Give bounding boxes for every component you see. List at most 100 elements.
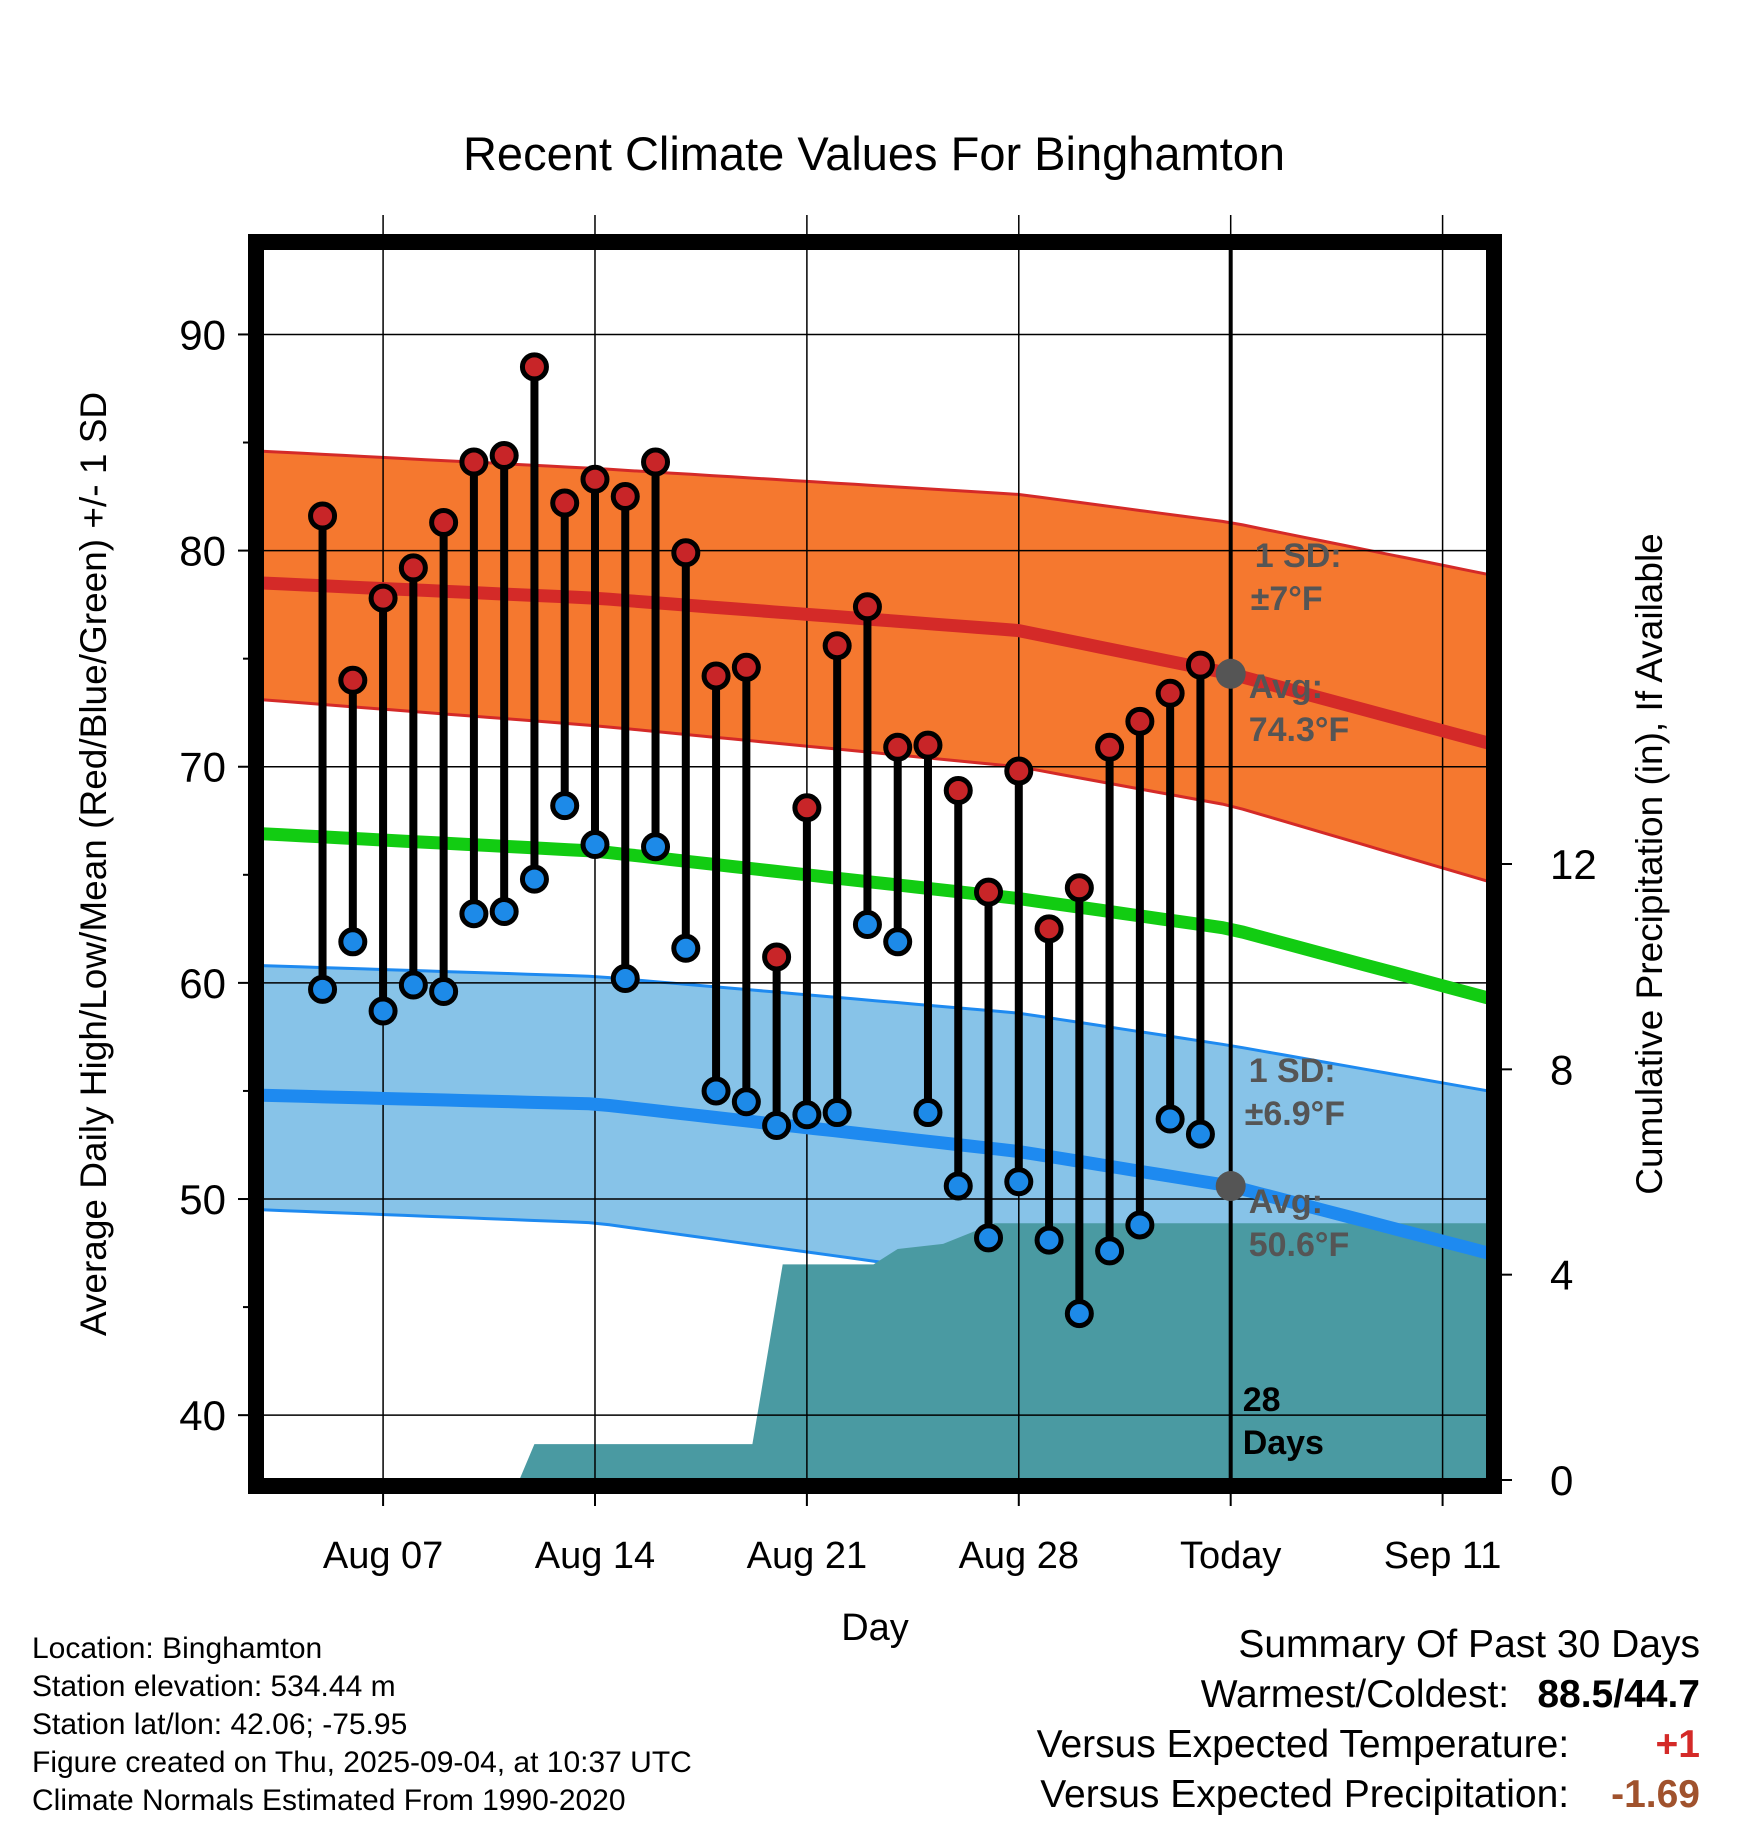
observed-low-point <box>1125 1210 1155 1240</box>
y-left-axis-title: Average Daily High/Low/Mean (Red/Blue/Gr… <box>73 392 114 1336</box>
high-sd-label: 1 SD: <box>1255 537 1342 575</box>
days-count: 28 <box>1243 1381 1281 1419</box>
x-tick-label: Aug 21 <box>747 1535 867 1577</box>
today-low-avg-marker <box>1215 1171 1246 1202</box>
observed-low-point <box>852 910 882 940</box>
observed-high-point <box>822 631 852 661</box>
observed-high-point <box>580 464 610 494</box>
observed-low-point <box>762 1111 792 1141</box>
x-tick-label: Aug 07 <box>323 1535 443 1577</box>
observed-low-point <box>580 830 610 860</box>
observed-high-point <box>762 942 792 972</box>
observed-low-point <box>731 1087 761 1117</box>
high-sd-value: ±7°F <box>1251 580 1323 618</box>
observed-high-point <box>913 730 943 760</box>
observed-low-point <box>368 996 398 1026</box>
observed-low-point <box>429 977 459 1007</box>
footer-latlon: Station lat/lon: 42.06; -75.95 <box>32 1708 408 1741</box>
observed-high-point <box>308 501 338 531</box>
high-avg-value: 74.3°F <box>1249 711 1350 749</box>
footer-normals: Climate Normals Estimated From 1990-2020 <box>32 1784 626 1817</box>
summary-temp-value: +1 <box>1655 1723 1700 1766</box>
low-sd-label: 1 SD: <box>1249 1052 1336 1090</box>
observed-high-point <box>852 592 882 622</box>
observed-low-point <box>308 974 338 1004</box>
observed-high-point <box>701 661 731 691</box>
summary-precip-row: Versus Expected Precipitation: -1.69 <box>1037 1770 1700 1820</box>
observed-high-point <box>1004 756 1034 786</box>
observed-low-point <box>1064 1299 1094 1329</box>
summary-precip-value: -1.69 <box>1611 1773 1700 1816</box>
observed-high-point <box>1064 873 1094 903</box>
observed-high-point <box>610 482 640 512</box>
observed-high-point <box>943 776 973 806</box>
observed-low-point <box>671 933 701 963</box>
high-avg-label: Avg: <box>1249 668 1323 706</box>
observed-low-point <box>1155 1104 1185 1134</box>
summary-heading: Summary Of Past 30 Days <box>1238 1623 1700 1666</box>
y-left-tick-label: 70 <box>179 744 226 791</box>
observed-low-point <box>1034 1225 1064 1255</box>
low-avg-label: Avg: <box>1249 1183 1323 1221</box>
observed-low-point <box>1095 1236 1125 1266</box>
observed-high-point <box>641 447 671 477</box>
observed-high-point <box>1095 732 1125 762</box>
observed-high-point <box>368 583 398 613</box>
observed-low-point <box>822 1098 852 1128</box>
observed-high-point <box>459 447 489 477</box>
y-right-tick-label: 0 <box>1550 1457 1573 1504</box>
normal-high-line <box>262 576 1488 750</box>
summary-warmest-value: 88.5/44.7 <box>1537 1673 1700 1716</box>
observed-high-point <box>1125 706 1155 736</box>
y-left-tick-label: 50 <box>179 1176 226 1223</box>
observed-high-point <box>429 507 459 537</box>
observed-low-point <box>641 832 671 862</box>
y-left-tick-label: 90 <box>179 311 226 358</box>
x-tick-label: Today <box>1180 1535 1281 1577</box>
summary-precip-label: Versus Expected Precipitation: <box>1040 1773 1570 1816</box>
observed-high-point <box>1155 678 1185 708</box>
observed-low-point <box>610 964 640 994</box>
observed-low-point <box>913 1098 943 1128</box>
y-left-tick-label: 40 <box>179 1392 226 1439</box>
observed-low-point <box>1004 1167 1034 1197</box>
low-sd-value: ±6.9°F <box>1245 1095 1345 1133</box>
observed-low-point <box>943 1171 973 1201</box>
x-axis-title: Day <box>841 1607 909 1649</box>
observed-high-point <box>731 652 761 682</box>
observed-low-point <box>398 970 428 1000</box>
observed-high-point <box>519 352 549 382</box>
y-right-tick-label: 8 <box>1550 1046 1573 1093</box>
observed-high-point <box>489 440 519 470</box>
y-left-tick-label: 80 <box>179 528 226 575</box>
observed-low-point <box>338 927 368 957</box>
observed-low-point <box>701 1076 731 1106</box>
observed-high-point <box>550 488 580 518</box>
days-label: Days <box>1243 1424 1324 1462</box>
normal-low-line <box>262 1088 1488 1260</box>
observed-low-point <box>974 1223 1004 1253</box>
low-sd-band-upper-edge <box>262 964 1488 1093</box>
summary-panel: Summary Of Past 30 Days Warmest/Coldest:… <box>1037 1620 1700 1820</box>
low-avg-value: 50.6°F <box>1249 1226 1350 1264</box>
footer-created: Figure created on Thu, 2025-09-04, at 10… <box>32 1746 692 1779</box>
y-right-axis-title: Cumulative Precipitation (in), If Availa… <box>1629 533 1670 1195</box>
footer-location: Location: Binghamton <box>32 1632 323 1665</box>
observed-low-point <box>459 899 489 929</box>
plot-frame <box>248 234 1502 1494</box>
observed-low-point <box>489 897 519 927</box>
summary-warmest-label: Warmest/Coldest: <box>1200 1673 1510 1716</box>
observed-low-point <box>519 864 549 894</box>
observed-high-point <box>671 538 701 568</box>
observed-high-point <box>974 877 1004 907</box>
observed-low-point <box>550 791 580 821</box>
x-tick-label: Aug 28 <box>959 1535 1079 1577</box>
observed-low-point <box>1185 1119 1215 1149</box>
footer-elevation: Station elevation: 534.44 m <box>32 1670 396 1703</box>
y-right-tick-label: 12 <box>1550 841 1597 888</box>
high-sd-band-lower-edge <box>262 698 1488 883</box>
summary-warmest-row: Warmest/Coldest: 88.5/44.7 <box>1037 1670 1700 1720</box>
observed-high-point <box>883 732 913 762</box>
y-left-tick-label: 60 <box>179 960 226 1007</box>
